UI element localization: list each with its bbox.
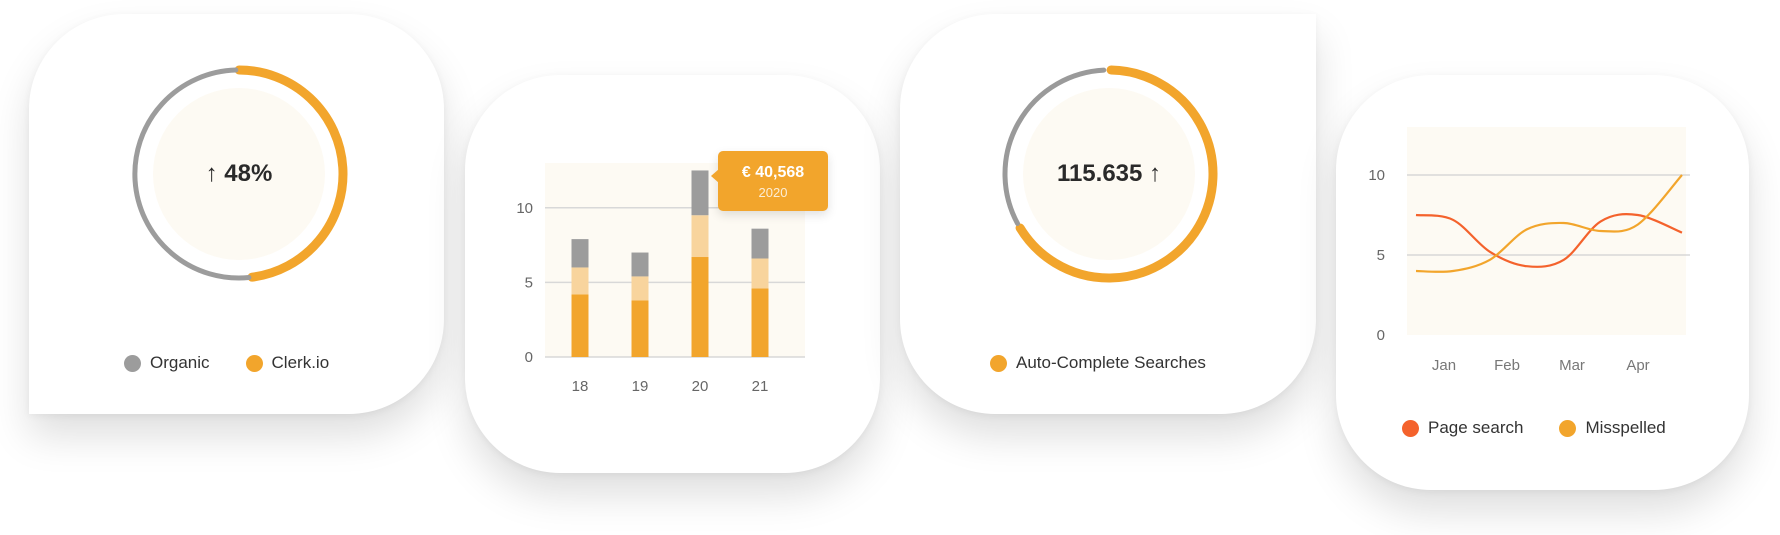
bar-segment <box>571 294 589 357</box>
series-line <box>1415 213 1683 268</box>
legend-label-page-search: Page search <box>1428 418 1524 437</box>
ring-chart-auto-complete <box>1002 65 1218 283</box>
ring-inner-fill <box>153 88 325 260</box>
stacked-bar-card: 0 5 10 18 19 20 21 € 40,568 2020 <box>465 75 880 473</box>
legend-label-misspelled: Misspelled <box>1585 418 1666 437</box>
ring-center-value: 115.635 ↑ <box>1056 160 1162 187</box>
legend-item-misspelled: Misspelled <box>1559 418 1666 438</box>
legend-line-chart: Page search Misspelled <box>1402 418 1666 438</box>
x-tick-label: Mar <box>1559 357 1585 374</box>
bar-segment <box>751 258 769 289</box>
legend-label-organic: Organic <box>150 353 210 372</box>
ring-segment-auto-complete <box>1015 65 1218 283</box>
bar-segment <box>691 257 709 357</box>
organic-vs-clerk-card: ↑ 48% Organic Clerk.io <box>29 14 444 414</box>
x-tick-label: 20 <box>692 378 709 395</box>
legend-auto-complete: Auto-Complete Searches <box>990 353 1206 373</box>
legend-dot-page-search <box>1402 419 1419 437</box>
y-tick-label: 0 <box>525 349 533 366</box>
bar-segment <box>571 267 589 295</box>
bar-segment <box>631 252 649 277</box>
ring-center-value: ↑ 48% <box>205 160 273 187</box>
line-chart: 0 5 10 Jan Feb Mar Apr <box>1368 127 1690 374</box>
y-tick-label: 5 <box>525 274 533 291</box>
x-tick-label: Apr <box>1626 357 1649 374</box>
stacked-bar-chart: 0 5 10 18 19 20 21 <box>516 163 805 395</box>
legend-label-auto-complete: Auto-Complete Searches <box>1016 353 1206 372</box>
bar-segment <box>751 288 769 357</box>
legend-item-page-search: Page search <box>1402 418 1523 438</box>
bar-segment <box>751 228 769 259</box>
legend-item-clerk: Clerk.io <box>245 353 330 373</box>
x-tick-label: 19 <box>632 378 649 395</box>
auto-complete-card: 115.635 ↑ Auto-Complete Searches <box>900 14 1316 414</box>
x-tick-label: Jan <box>1432 357 1456 374</box>
plot-background <box>1407 127 1686 335</box>
bar-segment <box>691 215 709 258</box>
bar-segment <box>571 239 589 268</box>
ring-chart-organic-clerk <box>132 65 348 282</box>
legend-item-auto-complete: Auto-Complete Searches <box>990 353 1206 373</box>
bar-segment <box>631 300 649 357</box>
y-tick-label: 5 <box>1377 247 1385 264</box>
tooltip-year: 2020 <box>758 185 788 200</box>
legend-dot-auto-complete <box>990 354 1007 372</box>
y-tick-label: 10 <box>516 200 533 217</box>
legend-organic-clerk: Organic Clerk.io <box>124 353 329 373</box>
legend-dot-misspelled <box>1559 419 1577 437</box>
x-tick-label: 21 <box>752 378 769 395</box>
bar-tooltip: € 40,568 2020 <box>711 151 828 211</box>
x-tick-label: Feb <box>1494 357 1520 374</box>
line-chart-card: 0 5 10 Jan Feb Mar Apr Page search Misspelled <box>1336 75 1749 490</box>
ring-segment-remaining <box>1002 67 1107 226</box>
x-tick-label: 18 <box>572 378 589 395</box>
bar-segment <box>631 276 649 301</box>
legend-dot-clerk <box>245 354 263 372</box>
ring-segment-organic <box>132 67 252 281</box>
ring-inner-fill <box>1023 88 1195 260</box>
legend-item-organic: Organic <box>124 353 210 373</box>
y-tick-label: 0 <box>1377 327 1385 344</box>
series-line <box>1415 174 1683 273</box>
legend-label-clerk: Clerk.io <box>271 353 330 372</box>
tooltip-value: € 40,568 <box>741 164 805 181</box>
y-tick-label: 10 <box>1368 167 1385 184</box>
legend-dot-organic <box>124 354 141 372</box>
bar-segment <box>691 170 709 216</box>
ring-segment-clerk <box>234 65 348 282</box>
